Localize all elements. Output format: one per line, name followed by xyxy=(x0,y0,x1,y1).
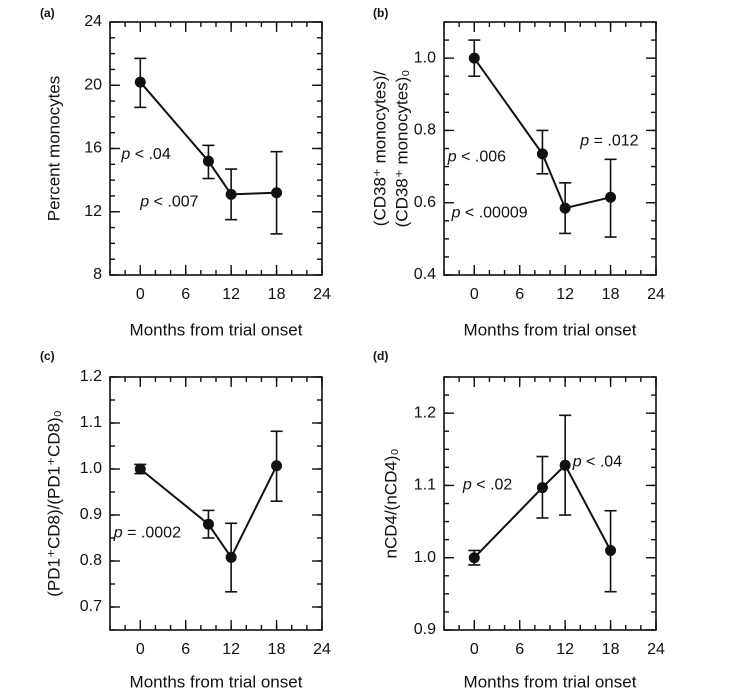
y-tick-label: 16 xyxy=(84,140,102,157)
series-line xyxy=(139,465,278,560)
plot-frame xyxy=(443,376,657,631)
y-tick-label: 12 xyxy=(84,203,102,220)
data-point xyxy=(605,544,617,556)
x-axis-title: Months from trial onset xyxy=(130,320,303,339)
data-point xyxy=(134,463,146,475)
panel-label: (a) xyxy=(40,6,55,20)
data-point xyxy=(605,191,617,203)
x-tick-label: 12 xyxy=(222,286,240,303)
data-point xyxy=(536,482,548,494)
y-tick-label: 0.9 xyxy=(80,506,102,523)
y-tick-label: 1.0 xyxy=(80,460,102,477)
x-tick-label: 6 xyxy=(181,641,190,658)
y-tick-label: 0.4 xyxy=(414,266,436,283)
data-point xyxy=(468,552,480,564)
data-point xyxy=(134,76,146,88)
y-tick-label: 1.1 xyxy=(80,414,102,431)
x-tick-label: 0 xyxy=(470,641,479,658)
data-point xyxy=(202,518,214,530)
series-line xyxy=(139,81,277,196)
y-tick-label: 1.1 xyxy=(414,477,436,494)
y-tick-label: 0.7 xyxy=(80,598,102,615)
y-tick-label: 1.0 xyxy=(414,549,436,566)
y-axis-title: (CD38⁺ monocytes)/ xyxy=(370,71,389,227)
p-value-annotation: p < .007 xyxy=(139,193,198,210)
series-line xyxy=(473,57,611,210)
x-tick-label: 6 xyxy=(515,286,524,303)
chart-panel-d: (d) 0.9 1.0 1.1 1.2 0 6 12 18 24 Months from trial… xyxy=(373,349,665,691)
p-value-annotation: p < .006 xyxy=(447,149,506,166)
y-tick-label: 1.2 xyxy=(80,368,102,385)
x-tick-label: 0 xyxy=(136,286,145,303)
y-tick-label: 0.8 xyxy=(80,552,102,569)
p-value-annotation: p < .00009 xyxy=(451,205,528,222)
x-axis-title: Months from trial onset xyxy=(130,672,303,691)
x-tick-label: 6 xyxy=(181,286,190,303)
chart-panel-b: (b) 0.4 0.6 0.8 1.0 0 6 12 18 24 Months from trial… xyxy=(370,6,665,339)
x-tick-label: 0 xyxy=(470,286,479,303)
chart-panel-a: (a) 8 12 16 20 24 0 6 12 18 24 Months from trial on… xyxy=(40,6,331,339)
data-point xyxy=(225,551,237,563)
y-axis-title: (PD1⁺CD8)/(PD1⁺CD8)₀ xyxy=(44,410,63,597)
data-point xyxy=(271,460,283,472)
data-point xyxy=(559,459,571,471)
x-tick-label: 12 xyxy=(556,286,574,303)
p-value-annotation: p < .02 xyxy=(462,477,512,494)
panel-label: (d) xyxy=(373,349,388,363)
x-tick-label: 24 xyxy=(647,641,665,658)
y-tick-label: 1.2 xyxy=(414,404,436,421)
y-axis-title: nCD4/(nCD4)₀ xyxy=(381,448,400,558)
x-tick-label: 24 xyxy=(647,286,665,303)
x-axis-title: Months from trial onset xyxy=(464,320,637,339)
y-tick-label: 24 xyxy=(84,13,102,30)
x-tick-label: 6 xyxy=(515,641,524,658)
plot-frame xyxy=(109,376,323,631)
x-axis-title: Months from trial onset xyxy=(464,672,637,691)
x-tick-label: 18 xyxy=(268,641,286,658)
y-axis-title: (CD38⁺ monocytes)₀ xyxy=(392,70,411,228)
p-value-annotation: p < .04 xyxy=(120,146,170,163)
chart-panel-c: (c) 0.7 0.8 0.9 1.0 1.1 1.2 0 6 12 18 24 Months from… xyxy=(40,349,331,691)
y-tick-label: 0.8 xyxy=(414,122,436,139)
p-value-annotation: p = .012 xyxy=(579,132,638,149)
x-tick-label: 24 xyxy=(313,641,331,658)
y-axis-title: Percent monocytes xyxy=(44,76,63,222)
x-tick-label: 18 xyxy=(602,641,620,658)
y-tick-label: 20 xyxy=(84,76,102,93)
data-point xyxy=(559,202,571,214)
p-value-annotation: p < .04 xyxy=(572,454,622,471)
x-tick-label: 18 xyxy=(268,286,286,303)
series-line xyxy=(473,463,612,559)
x-tick-label: 12 xyxy=(556,641,574,658)
data-point xyxy=(468,52,480,64)
y-tick-label: 8 xyxy=(93,266,102,283)
x-tick-label: 24 xyxy=(313,286,331,303)
y-tick-label: 0.6 xyxy=(414,194,436,211)
x-tick-label: 0 xyxy=(136,641,145,658)
data-point xyxy=(271,187,283,199)
data-point xyxy=(225,188,237,200)
data-point xyxy=(536,148,548,160)
p-value-annotation: p = .0002 xyxy=(113,525,181,542)
x-tick-label: 18 xyxy=(602,286,620,303)
data-point xyxy=(202,155,214,167)
y-tick-label: 0.9 xyxy=(414,621,436,638)
x-tick-label: 12 xyxy=(222,641,240,658)
panel-label: (c) xyxy=(40,349,55,363)
y-tick-label: 1.0 xyxy=(414,49,436,66)
panel-label: (b) xyxy=(373,6,388,20)
